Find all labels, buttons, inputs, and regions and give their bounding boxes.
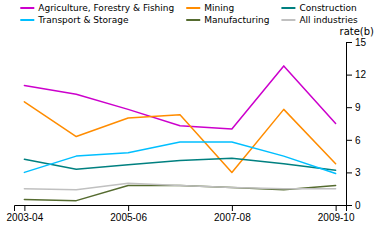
- x-tick-mark: [336, 205, 337, 211]
- x-axis-line: [15, 206, 347, 212]
- x-tick-label: 2009-10: [318, 212, 355, 223]
- series-line: [24, 142, 335, 174]
- legend-label: Agriculture, Forestry & Fishing: [38, 3, 174, 13]
- y-tick-mark: [346, 42, 352, 43]
- legend-label: All industries: [299, 15, 358, 25]
- y-tick-label: 3: [355, 167, 361, 178]
- y-tick-mark: [346, 140, 352, 141]
- legend-swatch: [281, 19, 295, 21]
- legend-swatch: [281, 7, 295, 9]
- y-tick-mark: [346, 107, 352, 108]
- legend-label: Manufacturing: [204, 15, 269, 25]
- legend-item: Transport & Storage: [20, 15, 129, 25]
- y-tick: 3: [346, 167, 361, 178]
- legend-swatch: [20, 7, 34, 9]
- y-tick-label: 0: [355, 200, 361, 211]
- legend-label: Transport & Storage: [37, 15, 129, 25]
- series-line: [24, 183, 335, 190]
- series-line: [24, 158, 335, 170]
- x-tick: 2009-10: [318, 205, 355, 223]
- legend-item: Manufacturing: [186, 15, 269, 25]
- x-tick: 2005-06: [110, 205, 147, 223]
- series-line: [24, 102, 335, 173]
- x-tick-mark: [232, 205, 233, 211]
- legend-label: Construction: [299, 3, 356, 13]
- legend-item: Mining: [186, 3, 234, 13]
- x-tick-mark: [128, 205, 129, 211]
- plot: 2003-04 2005-06 2007-08 2009-100 3 6 9 12 15: [7, 37, 367, 223]
- x-tick-label: 2003-04: [7, 212, 44, 223]
- x-tick-mark: [24, 205, 25, 211]
- y-tick-label: 12: [355, 69, 367, 80]
- legend-swatch: [186, 7, 200, 9]
- legend-item: Agriculture, Forestry & Fishing: [20, 3, 174, 13]
- series-line: [24, 66, 335, 129]
- y-tick: 6: [346, 135, 361, 146]
- y-tick: 15: [346, 37, 367, 48]
- legend-item: Construction: [281, 3, 356, 13]
- lines: [24, 66, 335, 201]
- y-axis: 0 3 6 9 12 15: [346, 37, 367, 211]
- y-tick-mark: [346, 172, 352, 173]
- legend-swatch: [20, 19, 34, 21]
- chart: 2003-04 2005-06 2007-08 2009-100 3 6 9 12 15rate…: [0, 0, 378, 227]
- y-tick-label: 9: [355, 102, 361, 113]
- x-tick-label: 2007-08: [214, 212, 251, 223]
- y-axis-line: [347, 43, 353, 206]
- y-tick-mark: [346, 205, 352, 206]
- legend-item: All industries: [281, 15, 358, 25]
- y-tick: 0: [346, 200, 361, 211]
- y-tick-mark: [346, 75, 352, 76]
- y-tick: 9: [346, 102, 361, 113]
- legend-swatch: [186, 19, 200, 21]
- y-tick: 12: [346, 69, 367, 80]
- x-axis: 2003-04 2005-06 2007-08 2009-10: [7, 205, 355, 223]
- x-tick: 2003-04: [7, 205, 44, 223]
- legend-label: Mining: [204, 3, 234, 13]
- x-tick-label: 2005-06: [110, 212, 147, 223]
- series-line: [24, 185, 335, 200]
- y-tick-label: 6: [355, 135, 361, 146]
- legend: Agriculture, Forestry & Fishing Mining Con…: [20, 3, 358, 25]
- y-axis-label: rate(b): [340, 26, 375, 37]
- y-tick-label: 15: [355, 37, 367, 48]
- x-tick: 2007-08: [214, 205, 251, 223]
